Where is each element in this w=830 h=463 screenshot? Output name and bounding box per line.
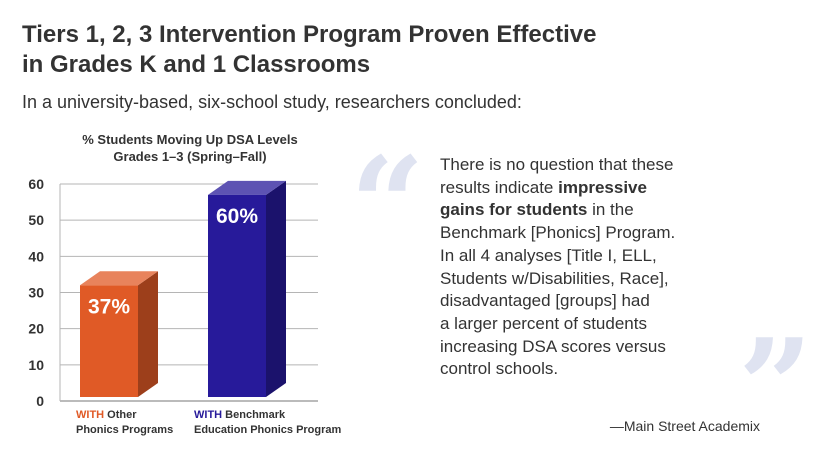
x-label-other-line-1: WITH Other — [76, 408, 196, 423]
subheading: In a university-based, six-school study,… — [22, 92, 522, 112]
chart-title: % Students Moving Up DSA Levels — [82, 132, 298, 147]
y-tick-label: 30 — [28, 285, 44, 301]
bar-top — [80, 271, 158, 286]
quote-emphasis: impressive — [558, 177, 647, 197]
y-tick-label: 20 — [28, 321, 44, 337]
page-heading: Tiers 1, 2, 3 Intervention Program Prove… — [22, 20, 812, 80]
quote-line: control schools. — [440, 359, 559, 379]
y-tick-label: 0 — [36, 393, 44, 409]
quote-line: Students w/Disabilities, Race], — [440, 268, 669, 288]
quote-line: results indicate impressive — [440, 177, 790, 200]
heading-line-2: in Grades K and 1 Classrooms — [22, 51, 371, 78]
chart-title-block: % Students Moving Up DSA Levels Grades 1… — [40, 131, 340, 165]
bar-data-label: 60% — [216, 205, 258, 228]
heading-line-1: Tiers 1, 2, 3 Intervention Program Prove… — [22, 21, 597, 48]
x-label-benchmark-highlight: WITH — [194, 409, 223, 421]
y-tick-label: 50 — [28, 212, 44, 228]
chart-subtitle: Grades 1–3 (Spring–Fall) — [113, 149, 267, 164]
x-label-other-programs: WITH Other Phonics Programs — [76, 408, 196, 438]
close-quote-mark-icon: ” — [738, 310, 813, 463]
bar-top — [208, 180, 286, 195]
bar-chart: 0 10 20 30 40 50 60 37% 60% — [28, 176, 318, 409]
y-tick-label: 10 — [28, 357, 44, 373]
quote-line: a larger percent of students — [440, 313, 647, 333]
quote-line: In all 4 analyses [Title I, ELL, — [440, 245, 657, 265]
bar-side — [138, 271, 158, 397]
quote-line: disadvantaged [groups] had — [440, 291, 650, 311]
bar-side — [266, 180, 286, 397]
bar — [80, 285, 138, 397]
quote-text: There is no question that these results … — [440, 154, 790, 381]
quote-line: gains for students in the — [440, 199, 790, 222]
x-label-benchmark-rest: Benchmark — [225, 409, 286, 421]
y-tick-label: 60 — [28, 176, 44, 192]
x-label-other-line-2: Phonics Programs — [76, 424, 174, 436]
y-tick-label: 40 — [28, 248, 44, 264]
x-label-benchmark-line-2: Education Phonics Program — [194, 424, 342, 436]
quote-line: Benchmark [Phonics] Program. — [440, 223, 676, 243]
bar-data-label: 37% — [88, 295, 130, 318]
x-label-benchmark-line-1: WITH Benchmark — [194, 408, 354, 423]
quote-segment: in the — [587, 200, 634, 220]
bar — [208, 194, 266, 397]
x-label-other-rest: Other — [107, 409, 137, 421]
quote-emphasis: gains for students — [440, 200, 588, 220]
quote-attribution: —Main Street Academix — [609, 418, 760, 434]
x-label-benchmark-program: WITH Benchmark Education Phonics Program — [194, 408, 354, 438]
open-quote-mark-icon: “ — [350, 128, 425, 281]
quote-segment: results indicate — [440, 177, 559, 197]
quote-line: increasing DSA scores versus — [440, 336, 666, 356]
quote-line: There is no question that these — [440, 155, 674, 174]
x-label-other-highlight: WITH — [76, 409, 105, 421]
